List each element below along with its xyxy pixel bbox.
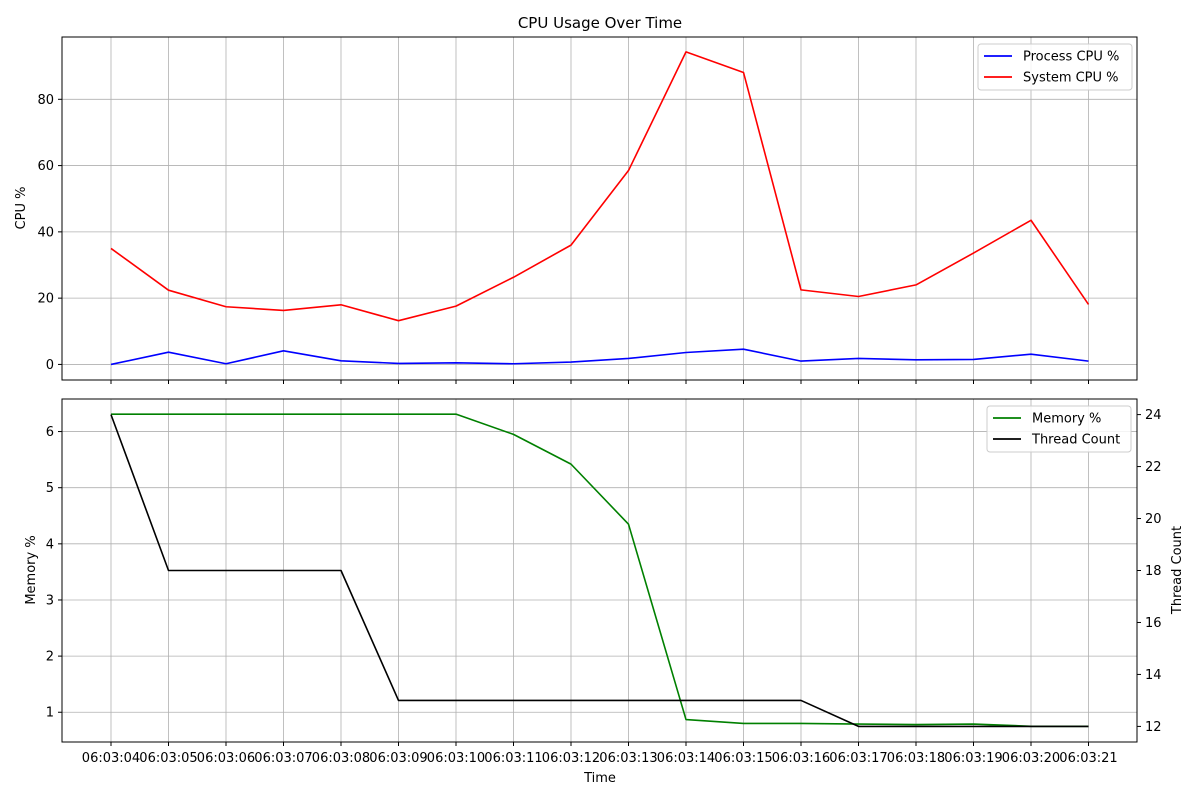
y-tick-label: 1 <box>46 706 54 721</box>
y2-tick-label: 18 <box>1145 564 1162 579</box>
legend-box <box>986 405 1132 453</box>
x-tick-label: 06:03:04 <box>82 751 140 766</box>
memory-line <box>111 413 1089 728</box>
y2-tick-label: 16 <box>1145 616 1162 631</box>
threads-y-axis-label: Thread Count <box>1170 526 1185 615</box>
y2-tick-label: 12 <box>1145 720 1162 735</box>
legend-label: Memory % <box>1032 412 1101 427</box>
x-tick-label: 06:03:16 <box>772 751 830 766</box>
x-axis-label: Time <box>583 771 616 786</box>
y-tick-label: 5 <box>46 481 54 496</box>
x-tick-label: 06:03:18 <box>887 751 945 766</box>
x-tick-label: 06:03:14 <box>657 751 715 766</box>
axes-frame <box>61 36 1138 381</box>
x-tick-label: 06:03:07 <box>254 751 312 766</box>
thread-count-line <box>110 414 1089 728</box>
x-tick-label: 06:03:11 <box>484 751 542 766</box>
x-tick-label: 06:03:19 <box>944 751 1002 766</box>
y2-tick-label: 22 <box>1145 460 1162 475</box>
y2-tick-label: 24 <box>1145 408 1162 423</box>
x-tick-label: 06:03:06 <box>197 751 255 766</box>
x-tick-label: 06:03:12 <box>542 751 600 766</box>
y-tick-label: 6 <box>46 425 54 440</box>
y-tick-label: 4 <box>46 537 54 552</box>
chart-title: CPU Usage Over Time <box>518 14 682 32</box>
y-tick-label: 40 <box>37 225 54 240</box>
axes-frame <box>61 398 1138 743</box>
x-tick-label: 06:03:08 <box>312 751 370 766</box>
cpu-plot: 0 20 40 60 80 Process CPU % System CPU % <box>37 36 1138 384</box>
x-tick-label: 06:03:10 <box>427 751 485 766</box>
process-cpu-line <box>110 348 1089 366</box>
y-tick-label: 3 <box>46 593 54 608</box>
legend-label: Process CPU % <box>1023 50 1119 65</box>
x-tick-label: 06:03:20 <box>1002 751 1060 766</box>
y-tick-label: 60 <box>37 159 54 174</box>
x-tick-label: 06:03:21 <box>1059 751 1117 766</box>
x-tick-label: 06:03:13 <box>599 751 657 766</box>
legend-box <box>977 43 1133 91</box>
x-tick-label: 06:03:17 <box>829 751 887 766</box>
legend-label: Thread Count <box>1031 433 1120 448</box>
y-tick-label: 0 <box>46 358 54 373</box>
y-tick-label: 80 <box>37 93 54 108</box>
y-tick-label: 20 <box>37 292 54 307</box>
x-tick-label: 06:03:09 <box>369 751 427 766</box>
x-tick-label: 06:03:15 <box>714 751 772 766</box>
memory-y-axis-label: Memory % <box>24 535 39 604</box>
y-tick-label: 2 <box>46 650 54 665</box>
system-cpu-line <box>110 51 1090 322</box>
legend-label: System CPU % <box>1023 71 1119 86</box>
x-tick-label: 06:03:05 <box>139 751 197 766</box>
cpu-y-axis-label: CPU % <box>14 187 29 230</box>
y2-tick-label: 14 <box>1145 668 1162 683</box>
y2-tick-label: 20 <box>1145 512 1162 527</box>
